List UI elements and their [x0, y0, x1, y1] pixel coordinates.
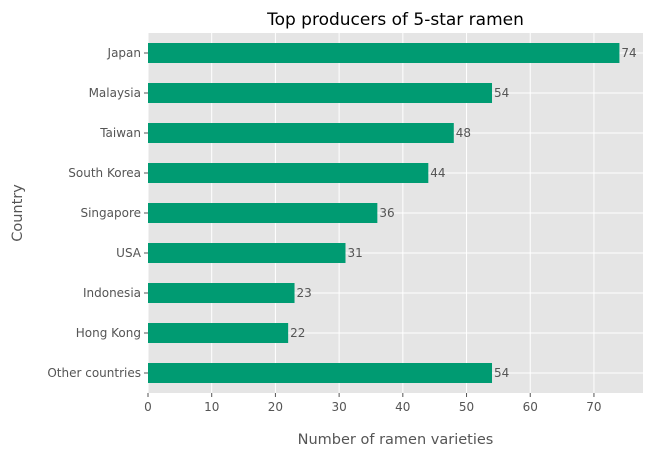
data-label: 36: [379, 206, 394, 220]
y-tick-label: Hong Kong: [76, 326, 141, 340]
x-tick-label: 70: [586, 400, 601, 414]
bars-group: [148, 43, 620, 383]
x-tick-label: 0: [144, 400, 152, 414]
data-label: 74: [621, 46, 636, 60]
y-tick-label: Japan: [107, 46, 141, 60]
data-label: 23: [297, 286, 312, 300]
y-tick-label: Malaysia: [89, 86, 141, 100]
y-tick-label: Indonesia: [83, 286, 141, 300]
x-tick-label: 50: [459, 400, 474, 414]
data-label: 48: [456, 126, 471, 140]
y-tick-label: Other countries: [47, 366, 141, 380]
data-label: 54: [494, 366, 509, 380]
data-label: 44: [430, 166, 445, 180]
x-tick-label: 60: [523, 400, 538, 414]
y-tick-label: USA: [116, 246, 142, 260]
x-tick-label: 10: [204, 400, 219, 414]
chart-title: Top producers of 5-star ramen: [266, 10, 524, 30]
y-axis-ticks: Japan Malaysia Taiwan South Korea Singapore U…: [47, 46, 148, 380]
x-tick-label: 20: [268, 400, 283, 414]
bar: [148, 283, 295, 303]
bar: [148, 43, 620, 63]
bar: [148, 203, 378, 223]
x-axis-label: Number of ramen varieties: [298, 432, 494, 448]
data-label: 22: [290, 326, 305, 340]
x-axis-ticks: 0 10 20 30 40 50 60 70: [144, 393, 602, 414]
y-tick-label: Singapore: [80, 206, 141, 220]
y-tick-label: South Korea: [68, 166, 141, 180]
x-tick-label: 40: [395, 400, 410, 414]
data-labels-group: 74 54 48 44 36 31 23 22 54: [290, 46, 637, 380]
bar: [148, 363, 493, 383]
bar: [148, 323, 289, 343]
data-label: 31: [347, 246, 362, 260]
bar: [148, 83, 493, 103]
bar: [148, 243, 346, 263]
bar: [148, 163, 429, 183]
bar: [148, 123, 454, 143]
data-label: 54: [494, 86, 509, 100]
x-tick-label: 30: [331, 400, 346, 414]
y-tick-label: Taiwan: [99, 126, 141, 140]
y-axis-label: Country: [10, 184, 26, 242]
